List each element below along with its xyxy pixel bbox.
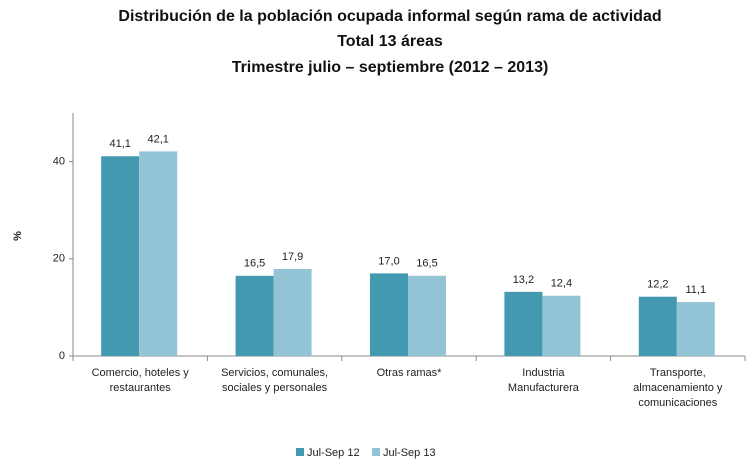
bar	[638, 296, 677, 356]
x-tick-label: Otras ramas*	[377, 367, 443, 379]
value-label: 12,4	[551, 278, 572, 290]
y-tick-label: 20	[53, 253, 65, 265]
bar	[101, 156, 140, 356]
x-tick-label: Manufacturera	[508, 382, 580, 394]
x-tick-label: Servicios, comunales,	[221, 367, 328, 379]
value-label: 16,5	[416, 258, 437, 270]
y-tick-label: 0	[59, 350, 65, 362]
legend-label: Jul-Sep 12	[307, 447, 360, 459]
bar	[408, 275, 446, 356]
bar	[273, 269, 312, 356]
x-tick-label: Transporte,	[650, 367, 706, 379]
value-label: 17,9	[282, 251, 303, 263]
bar	[676, 302, 715, 356]
x-tick-label: comunicaciones	[638, 397, 717, 409]
value-label: 42,1	[147, 133, 168, 145]
x-tick-label: restaurantes	[110, 382, 172, 394]
value-label: 17,0	[378, 255, 399, 267]
value-label: 41,1	[109, 138, 130, 150]
chart-title: Trimestre julio – septiembre (2012 – 201…	[232, 59, 549, 76]
bar	[235, 275, 274, 356]
y-tick-label: 40	[53, 156, 65, 168]
x-tick-label: Industria	[522, 367, 565, 379]
chart-title: Total 13 áreas	[337, 33, 443, 50]
bar	[370, 273, 408, 356]
bar	[504, 291, 543, 356]
value-label: 12,2	[647, 279, 668, 291]
legend-label: Jul-Sep 13	[383, 447, 436, 459]
chart-title: Distribución de la población ocupada inf…	[118, 8, 661, 25]
value-label: 11,1	[686, 284, 707, 296]
bar	[542, 295, 581, 356]
legend-swatch	[296, 448, 304, 456]
y-axis-label: %	[12, 231, 24, 241]
value-label: 16,5	[244, 258, 265, 270]
legend-swatch	[372, 448, 380, 456]
x-tick-label: sociales y personales	[222, 382, 328, 394]
value-label: 13,2	[513, 274, 534, 286]
bar	[139, 151, 178, 356]
x-tick-label: almacenamiento y	[633, 382, 723, 394]
x-tick-label: Comercio, hoteles y	[92, 367, 190, 379]
